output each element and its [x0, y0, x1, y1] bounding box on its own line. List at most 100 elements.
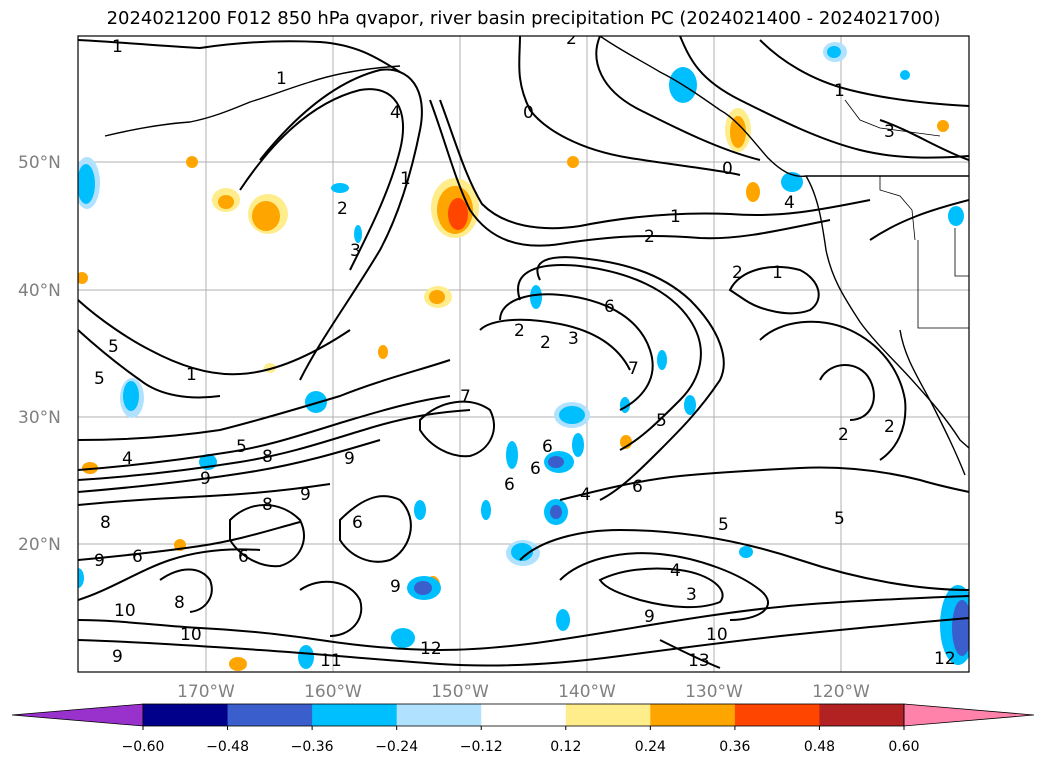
colorbar-box [312, 704, 398, 726]
contour-label: 9 [200, 469, 211, 489]
contour-label: 0 [523, 103, 534, 123]
contour-label: 8 [262, 495, 273, 515]
colorbar-tick-label: 0.48 [804, 739, 835, 755]
colorbar-tick-label: −0.24 [375, 739, 418, 755]
contour-label: 8 [262, 447, 273, 467]
precip-shading [78, 42, 969, 671]
contour-label: 7 [460, 387, 471, 407]
lat-label: 30°N [18, 408, 61, 428]
contour-label: 1 [276, 69, 287, 89]
contour-label: 12 [934, 649, 956, 669]
colorbar: −0.60 −0.48 −0.36 −0.24 −0.12 0.12 0.24 0.36 0.4… [11, 703, 1035, 755]
contour-label: 2 [732, 263, 743, 283]
contour-label: 6 [132, 547, 143, 567]
colorbar-box [650, 704, 736, 726]
qvapor-contours [78, 36, 969, 669]
contour-label: 5 [656, 411, 667, 431]
colorbar-tick-label: 0.12 [550, 739, 581, 755]
contour-label: 5 [236, 437, 247, 457]
lat-label: 20°N [18, 535, 61, 555]
contour-label: 1 [186, 365, 197, 385]
contour-label: 9 [94, 551, 105, 571]
contour-label: 6 [238, 547, 249, 567]
contour-label: 5 [718, 515, 729, 535]
contour-label: 6 [632, 477, 643, 497]
colorbar-box [227, 704, 313, 726]
contour-label: 4 [122, 449, 133, 469]
colorbar-tick-label: 0.60 [888, 739, 919, 755]
colorbar-box [565, 704, 651, 726]
contour-label: 13 [688, 651, 710, 671]
contour-label: 10 [114, 601, 136, 621]
lat-label: 50°N [18, 153, 61, 173]
contour-label: 5 [834, 509, 845, 529]
colorbar-box [143, 704, 229, 726]
colorbar-tick-label: 0.36 [719, 739, 750, 755]
contour-label: 3 [884, 122, 895, 142]
contour-label: 4 [670, 561, 681, 581]
contour-label: 6 [542, 437, 553, 457]
contour-label: 1 [400, 169, 411, 189]
contour-label: 8 [174, 593, 185, 613]
contour-label: 4 [784, 193, 795, 213]
contour-label: 2 [514, 321, 525, 341]
contour-label: 12 [420, 639, 442, 659]
lon-label: 150°W [431, 682, 489, 702]
contour-label: 5 [94, 369, 105, 389]
contour-label: 6 [504, 475, 515, 495]
contour-label: 4 [390, 103, 401, 123]
colorbar-box [396, 704, 482, 726]
contour-label: 3 [686, 585, 697, 605]
plot-frame [77, 35, 970, 673]
contour-label: 2 [644, 227, 655, 247]
contour-label: 1 [772, 263, 783, 283]
colorbar-tick-label: 0.24 [635, 739, 666, 755]
contour-labels: 1 1 2 4 0 1 3 0 4 2 1 3 1 2 2 1 2 2 3 6 … [94, 29, 956, 671]
contour-label: 10 [706, 625, 728, 645]
contour-label: 9 [390, 577, 401, 597]
contour-label: 9 [344, 449, 355, 469]
contour-label: 8 [100, 513, 111, 533]
contour-label: 11 [320, 651, 342, 671]
contour-label: 9 [112, 647, 123, 667]
lon-label: 160°W [304, 682, 362, 702]
contour-label: 7 [628, 359, 639, 379]
contour-label: 6 [530, 459, 541, 479]
contour-label: 9 [644, 607, 655, 627]
contour-label: 1 [670, 207, 681, 227]
contour-label: 2 [337, 199, 348, 219]
colorbar-box [481, 704, 567, 726]
contour-label: 0 [722, 159, 733, 179]
colorbar-box [734, 704, 820, 726]
contour-label: 2 [884, 417, 895, 437]
contour-label: 1 [112, 37, 123, 57]
colorbar-tick-label: −0.60 [122, 739, 165, 755]
contour-label: 6 [352, 513, 363, 533]
contour-label: 3 [350, 241, 361, 261]
colorbar-tick-label: −0.36 [291, 739, 334, 755]
colorbar-frame [142, 703, 905, 727]
lon-label: 130°W [685, 682, 743, 702]
contour-label: 4 [580, 485, 591, 505]
colorbar-extend-low [11, 703, 144, 727]
contour-label: 9 [300, 485, 311, 505]
contour-label: 2 [838, 425, 849, 445]
lon-label: 170°W [177, 682, 235, 702]
map-title: 2024021200 F012 850 hPa qvapor, river ba… [106, 8, 941, 29]
coastlines [104, 36, 969, 476]
contour-label: 6 [604, 297, 615, 317]
lon-label: 120°W [812, 682, 870, 702]
contour-label: 2 [540, 333, 551, 353]
contour-label: 3 [568, 329, 579, 349]
contour-label: 10 [180, 625, 202, 645]
contour-label: 5 [108, 337, 119, 357]
contour-label: 1 [834, 81, 845, 101]
colorbar-extend-high [903, 703, 1035, 727]
colorbar-tick-label: −0.12 [460, 739, 503, 755]
colorbar-tick-label: −0.48 [206, 739, 249, 755]
lon-label: 140°W [558, 682, 616, 702]
lat-label: 40°N [18, 281, 61, 301]
colorbar-box [819, 704, 905, 726]
contour-label: 2 [566, 29, 577, 49]
